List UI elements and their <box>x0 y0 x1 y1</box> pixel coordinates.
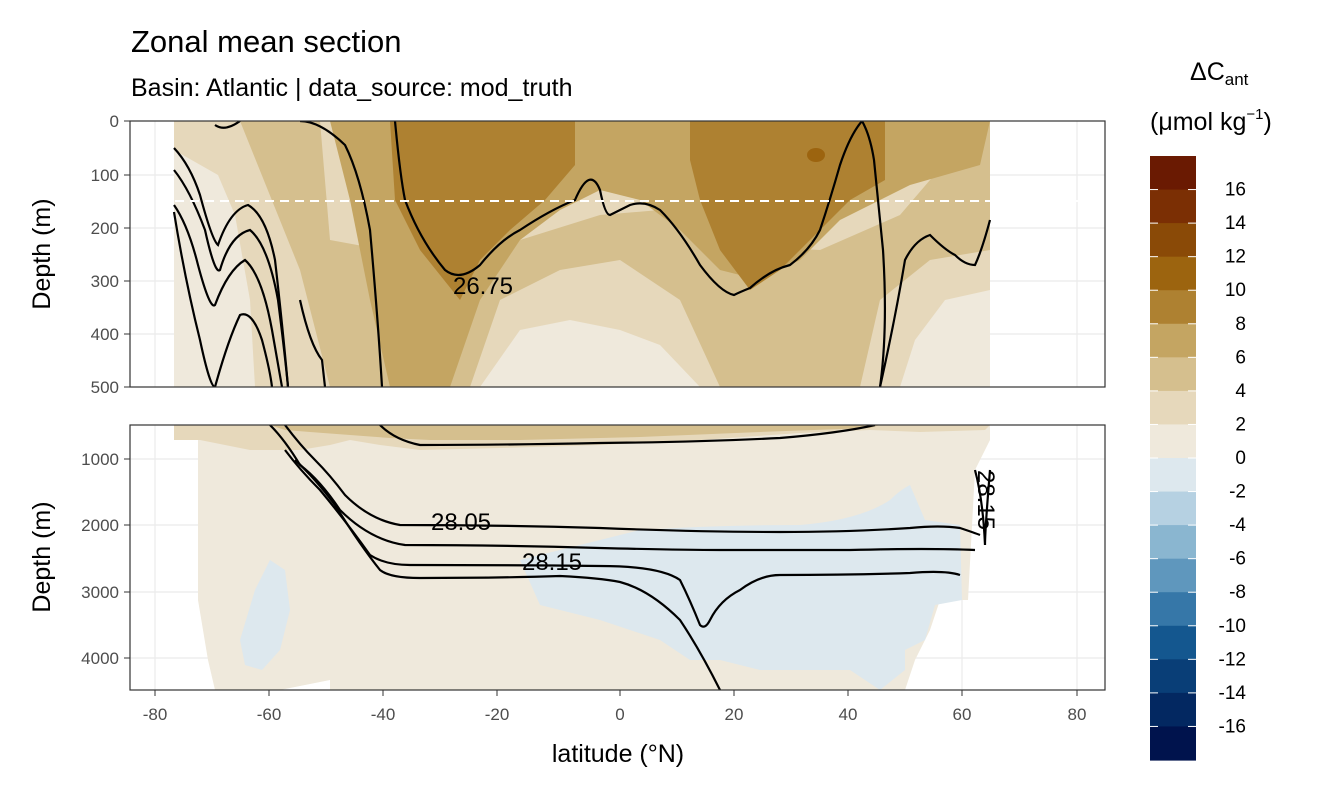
x-tick-label: -80 <box>143 705 168 724</box>
legend-color-step <box>1150 390 1196 426</box>
upper-band-8-10 <box>690 121 885 290</box>
legend-color-step <box>1150 156 1196 191</box>
lower-panel-border <box>129 424 1106 691</box>
legend-color-step <box>1150 592 1196 627</box>
upper-band-8-10 <box>390 121 575 300</box>
lower-filled-contours <box>174 425 990 690</box>
y-tick-label: 300 <box>91 272 119 291</box>
legend-tick-label: 14 <box>1225 213 1247 234</box>
upper-band-10-12 <box>807 148 825 162</box>
lower-band-neg2-0 <box>240 560 290 670</box>
legend-tick-label: 12 <box>1225 247 1246 268</box>
legend-colorbar <box>1150 156 1196 761</box>
legend-tick-label: 4 <box>1235 381 1246 402</box>
legend: ΔCant (μmol kg−1) 16 14 12 10 8 6 4 2 0 -2 -4 -6 -8 -… <box>1150 58 1272 761</box>
y-tick-label: 1000 <box>81 450 119 469</box>
lower-panel: 28.05 28.15 28.15 1000 2000 3000 4000 De… <box>28 424 1106 691</box>
upper-filled-contours <box>174 121 990 387</box>
legend-tick-label: -2 <box>1229 482 1246 503</box>
upper-panel-border <box>129 120 1106 388</box>
y-tick-label: 400 <box>91 325 119 344</box>
lower-band-4-6 <box>270 425 880 440</box>
upper-y-axis: 0 100 200 300 400 500 <box>91 112 130 397</box>
upper-band-0-2 <box>900 290 990 387</box>
legend-color-step <box>1150 424 1196 459</box>
y-tick-label: 0 <box>110 112 119 131</box>
lower-y-axis: 1000 2000 3000 4000 <box>81 450 130 668</box>
legend-tick-label: 8 <box>1235 314 1246 335</box>
legend-color-step <box>1150 357 1196 392</box>
legend-color-step <box>1150 323 1196 358</box>
y-tick-label: 2000 <box>81 516 119 535</box>
lower-band-neg2-0 <box>520 485 962 690</box>
legend-color-step <box>1150 458 1196 493</box>
legend-tick-label: -8 <box>1229 582 1246 603</box>
legend-color-step <box>1150 256 1196 291</box>
legend-tick-label: 2 <box>1235 414 1246 435</box>
legend-tick-label: 6 <box>1235 347 1246 368</box>
legend-color-step <box>1150 659 1196 694</box>
y-tick-label: 4000 <box>81 649 119 668</box>
legend-tick-label: -10 <box>1219 616 1246 637</box>
legend-tick-label: 16 <box>1225 180 1246 201</box>
legend-labels: 16 14 12 10 8 6 4 2 0 -2 -4 -6 -8 -10 -12 -14 -16 <box>1219 180 1247 738</box>
legend-color-step <box>1150 625 1196 660</box>
legend-color-step <box>1150 223 1196 258</box>
contour-label: 26.75 <box>453 273 513 300</box>
lower-contour-lines <box>269 425 992 690</box>
legend-unit: (μmol kg−1) <box>1150 106 1272 136</box>
legend-color-step <box>1150 491 1196 526</box>
x-tick-label: 20 <box>725 705 744 724</box>
contour-label: 28.05 <box>431 509 491 536</box>
y-tick-label: 500 <box>91 378 119 397</box>
x-tick-label: -20 <box>485 705 510 724</box>
legend-color-step <box>1150 525 1196 560</box>
lower-y-axis-title: Depth (m) <box>28 501 56 612</box>
legend-tick-label: 0 <box>1235 448 1246 469</box>
legend-tick-label: -4 <box>1229 515 1246 536</box>
legend-color-step <box>1150 558 1196 593</box>
x-axis: -80 -60 -40 -20 0 20 40 60 80 latitude (… <box>143 690 1087 768</box>
legend-color-step <box>1150 189 1196 224</box>
legend-tick-label: -16 <box>1219 716 1246 737</box>
x-tick-label: -40 <box>371 705 396 724</box>
legend-title: ΔCant <box>1190 58 1249 89</box>
y-tick-label: 100 <box>91 166 119 185</box>
upper-contour-lines <box>172 121 992 387</box>
upper-y-axis-title: Depth (m) <box>28 198 56 309</box>
legend-tick-label: -14 <box>1219 683 1247 704</box>
x-tick-label: -60 <box>257 705 282 724</box>
upper-panel: 26.75 0 100 200 300 400 500 Depth (m) <box>28 112 1106 397</box>
upper-band-0-2 <box>480 320 700 387</box>
contour-label: 28.15 <box>972 470 999 530</box>
x-tick-label: 80 <box>1068 705 1087 724</box>
x-axis-title: latitude (°N) <box>552 740 684 768</box>
y-tick-label: 200 <box>91 219 119 238</box>
y-tick-label: 3000 <box>81 583 119 602</box>
legend-tick-label: 10 <box>1225 280 1246 301</box>
legend-color-step <box>1150 290 1196 325</box>
chart-subtitle: Basin: Atlantic | data_source: mod_truth <box>131 74 573 102</box>
legend-tick-label: -6 <box>1229 549 1246 570</box>
contour-label: 28.15 <box>522 549 582 576</box>
legend-tick-label: -12 <box>1219 649 1246 670</box>
x-tick-label: 0 <box>615 705 624 724</box>
legend-color-step <box>1150 692 1196 728</box>
legend-color-step <box>1150 726 1196 761</box>
x-tick-label: 40 <box>839 705 858 724</box>
x-tick-label: 60 <box>953 705 972 724</box>
chart-title: Zonal mean section <box>131 24 402 59</box>
